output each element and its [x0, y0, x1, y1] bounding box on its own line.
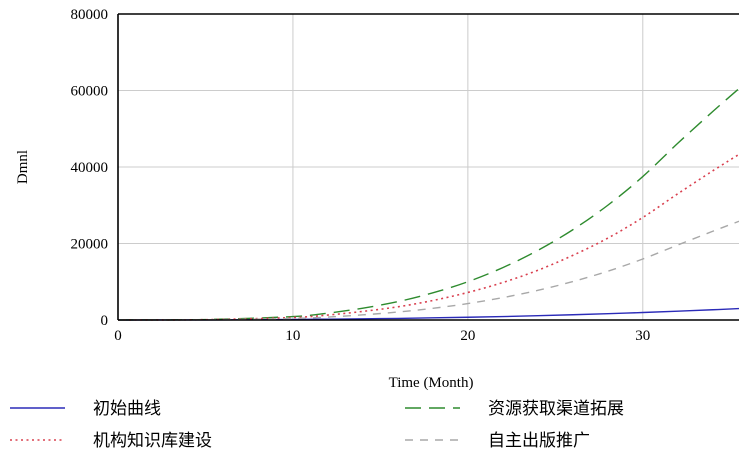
x-tick-label: 20 [460, 328, 475, 344]
y-tick-label: 80000 [71, 7, 109, 23]
y-axis-title: Dmnl [15, 150, 31, 184]
x-tick-label: 0 [114, 328, 122, 344]
grid [118, 14, 739, 320]
legend-item: 资源获取渠道拓展 [405, 399, 624, 419]
x-tick-label: 10 [285, 328, 300, 344]
series-line [117, 153, 739, 321]
legend-label: 资源获取渠道拓展 [488, 399, 624, 419]
y-tick-label: 60000 [71, 84, 109, 100]
x-axis-title: Time (Month) [389, 375, 474, 391]
x-tick-label: 30 [635, 328, 650, 344]
series-line [117, 220, 739, 321]
tick-labels: 0 10 20 30 0 20000 40000 60000 80000 [71, 7, 651, 344]
legend-item: 自主出版推广 [405, 431, 590, 451]
y-tick-label: 0 [101, 313, 109, 329]
legend-label: 初始曲线 [93, 399, 161, 419]
y-tick-label: 40000 [71, 160, 109, 176]
legend-label: 机构知识库建设 [93, 431, 212, 451]
axes [117, 13, 739, 321]
legend-label: 自主出版推广 [488, 431, 590, 451]
legend-item: 机构知识库建设 [10, 431, 212, 451]
y-tick-label: 20000 [71, 237, 109, 253]
legend-item: 初始曲线 [10, 399, 161, 419]
series-line [117, 88, 739, 321]
series-line [117, 307, 739, 321]
series-lines [117, 88, 739, 321]
